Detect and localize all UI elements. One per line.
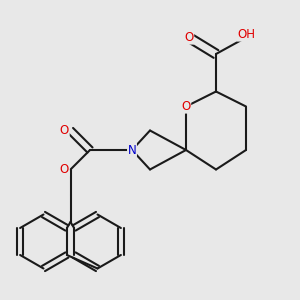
Text: O: O [182,100,190,113]
Text: N: N [128,143,136,157]
Text: OH: OH [237,28,255,41]
Text: O: O [60,124,69,137]
Text: O: O [60,163,69,176]
Text: O: O [184,31,194,44]
